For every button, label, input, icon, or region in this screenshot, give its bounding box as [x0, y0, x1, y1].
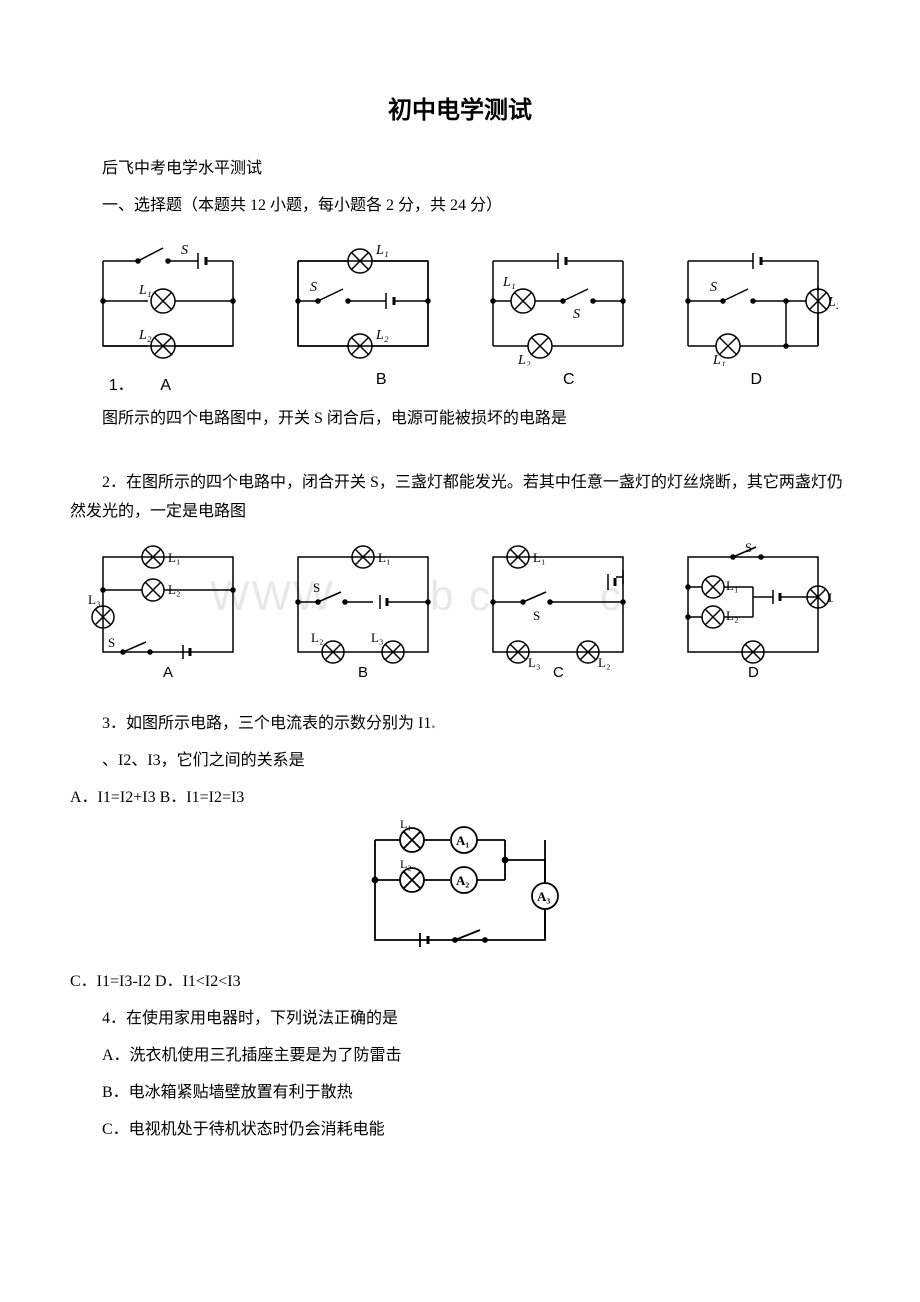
label: L₃: [828, 590, 833, 605]
label: L₂: [311, 630, 323, 645]
q3-line2: 、I2、I3，它们之间的关系是: [70, 747, 850, 776]
q1-circuit-c: L₁ S L₂: [473, 236, 643, 366]
q1-label-b: B: [296, 371, 466, 395]
label-l1: L₁: [375, 243, 389, 258]
q3-opt-ab: A．I1=I2+I3 B．I1=I2=I3: [70, 784, 850, 813]
q2-figures-wrap: WWW b c c: [70, 542, 850, 682]
label-l1: L₁: [138, 283, 152, 298]
label-d: D: [748, 664, 759, 681]
label-b: B: [358, 664, 368, 681]
q2-circuit-d: S L₁ L₂ L₃ D: [673, 542, 833, 682]
q3-opt-cd: C．I1=I3-I2 D．I1<I2<I3: [70, 968, 850, 997]
q4-stem: 4．在使用家用电器时，下列说法正确的是: [70, 1005, 850, 1034]
label: S: [108, 635, 115, 650]
label: A₃: [537, 889, 550, 904]
q2-text: 2．在图所示的四个电路中，闭合开关 S，三盏灯都能发光。若其中任意一盏灯的灯丝烧…: [70, 469, 850, 527]
q4-opt-b: B．电冰箱紧贴墙壁放置有利于散热: [70, 1079, 850, 1108]
q2-circuit-c: L₁ S L₃ L₂ C: [478, 542, 638, 682]
label: S: [745, 542, 752, 555]
label: L₃: [371, 630, 383, 645]
label-l2: L₂: [827, 295, 838, 310]
q1-circuit-d: S L₂ L₁: [668, 236, 838, 366]
label: A₂: [456, 873, 469, 888]
q3-figure-wrap: L₁ L₂ A₁ A₂ A₃: [70, 820, 850, 960]
q4-opt-c: C．电视机处于待机状态时仍会消耗电能: [70, 1116, 850, 1145]
subtitle: 后飞中考电学水平测试: [70, 155, 850, 184]
label-l2: L₂: [517, 353, 531, 366]
label: L₁: [726, 578, 738, 593]
label: L₂: [168, 582, 180, 597]
doc-title: 初中电学测试: [70, 90, 850, 125]
label-l1: L₁: [502, 275, 516, 290]
q2-circuit-a: L₁ L₂ L₃ S A: [88, 542, 248, 682]
label: L₂: [598, 655, 610, 670]
label-s: S: [181, 243, 188, 258]
label: L₂: [400, 857, 412, 871]
q1-num: 1． A: [79, 371, 279, 395]
label: L₁: [378, 550, 390, 565]
label-l2: L₂: [138, 328, 152, 343]
q4-opt-a: A．洗衣机使用三孔插座主要是为了防雷击: [70, 1042, 850, 1071]
label: L₃: [88, 592, 100, 607]
q1-circuit-b: L₁ S L₂: [278, 236, 448, 366]
label: L₁: [168, 550, 180, 565]
label-l2: L₂: [375, 328, 389, 343]
label-l1: L₁: [712, 353, 726, 366]
document-page: 初中电学测试 后飞中考电学水平测试 一、选择题（本题共 12 小题，每小题各 2…: [0, 0, 920, 1212]
q1-circuit-a: S L₁ L₂: [83, 236, 253, 366]
label-s: S: [573, 307, 580, 322]
q3-line1: 3．如图所示电路，三个电流表的示数分别为 I1.: [70, 710, 850, 739]
label-s: S: [310, 280, 317, 295]
section-heading: 一、选择题（本题共 12 小题，每小题各 2 分，共 24 分）: [70, 192, 850, 221]
label: S: [533, 608, 540, 623]
q1-label-row: 1． A B C D: [70, 371, 850, 395]
q1-figures: S L₁ L₂: [70, 236, 850, 366]
q1-label-c: C: [484, 371, 654, 395]
label: L₂: [726, 608, 738, 623]
label: S: [313, 580, 320, 595]
label: L₁: [400, 820, 412, 831]
label: L₁: [533, 550, 545, 565]
label-s: S: [710, 280, 717, 295]
label-c: C: [553, 664, 564, 681]
q2-circuit-b: L₁ S L₂ L₃ B: [283, 542, 443, 682]
q1-text: 图所示的四个电路图中，开关 S 闭合后，电源可能被损坏的电路是: [70, 405, 850, 434]
q1-label-d: D: [671, 371, 841, 395]
label-a: A: [163, 664, 173, 681]
blue-dot-icon: .: [431, 715, 435, 732]
label: A₁: [456, 833, 469, 848]
label: L₃: [528, 655, 540, 670]
q3-circuit: L₁ L₂ A₁ A₂ A₃: [350, 820, 570, 960]
